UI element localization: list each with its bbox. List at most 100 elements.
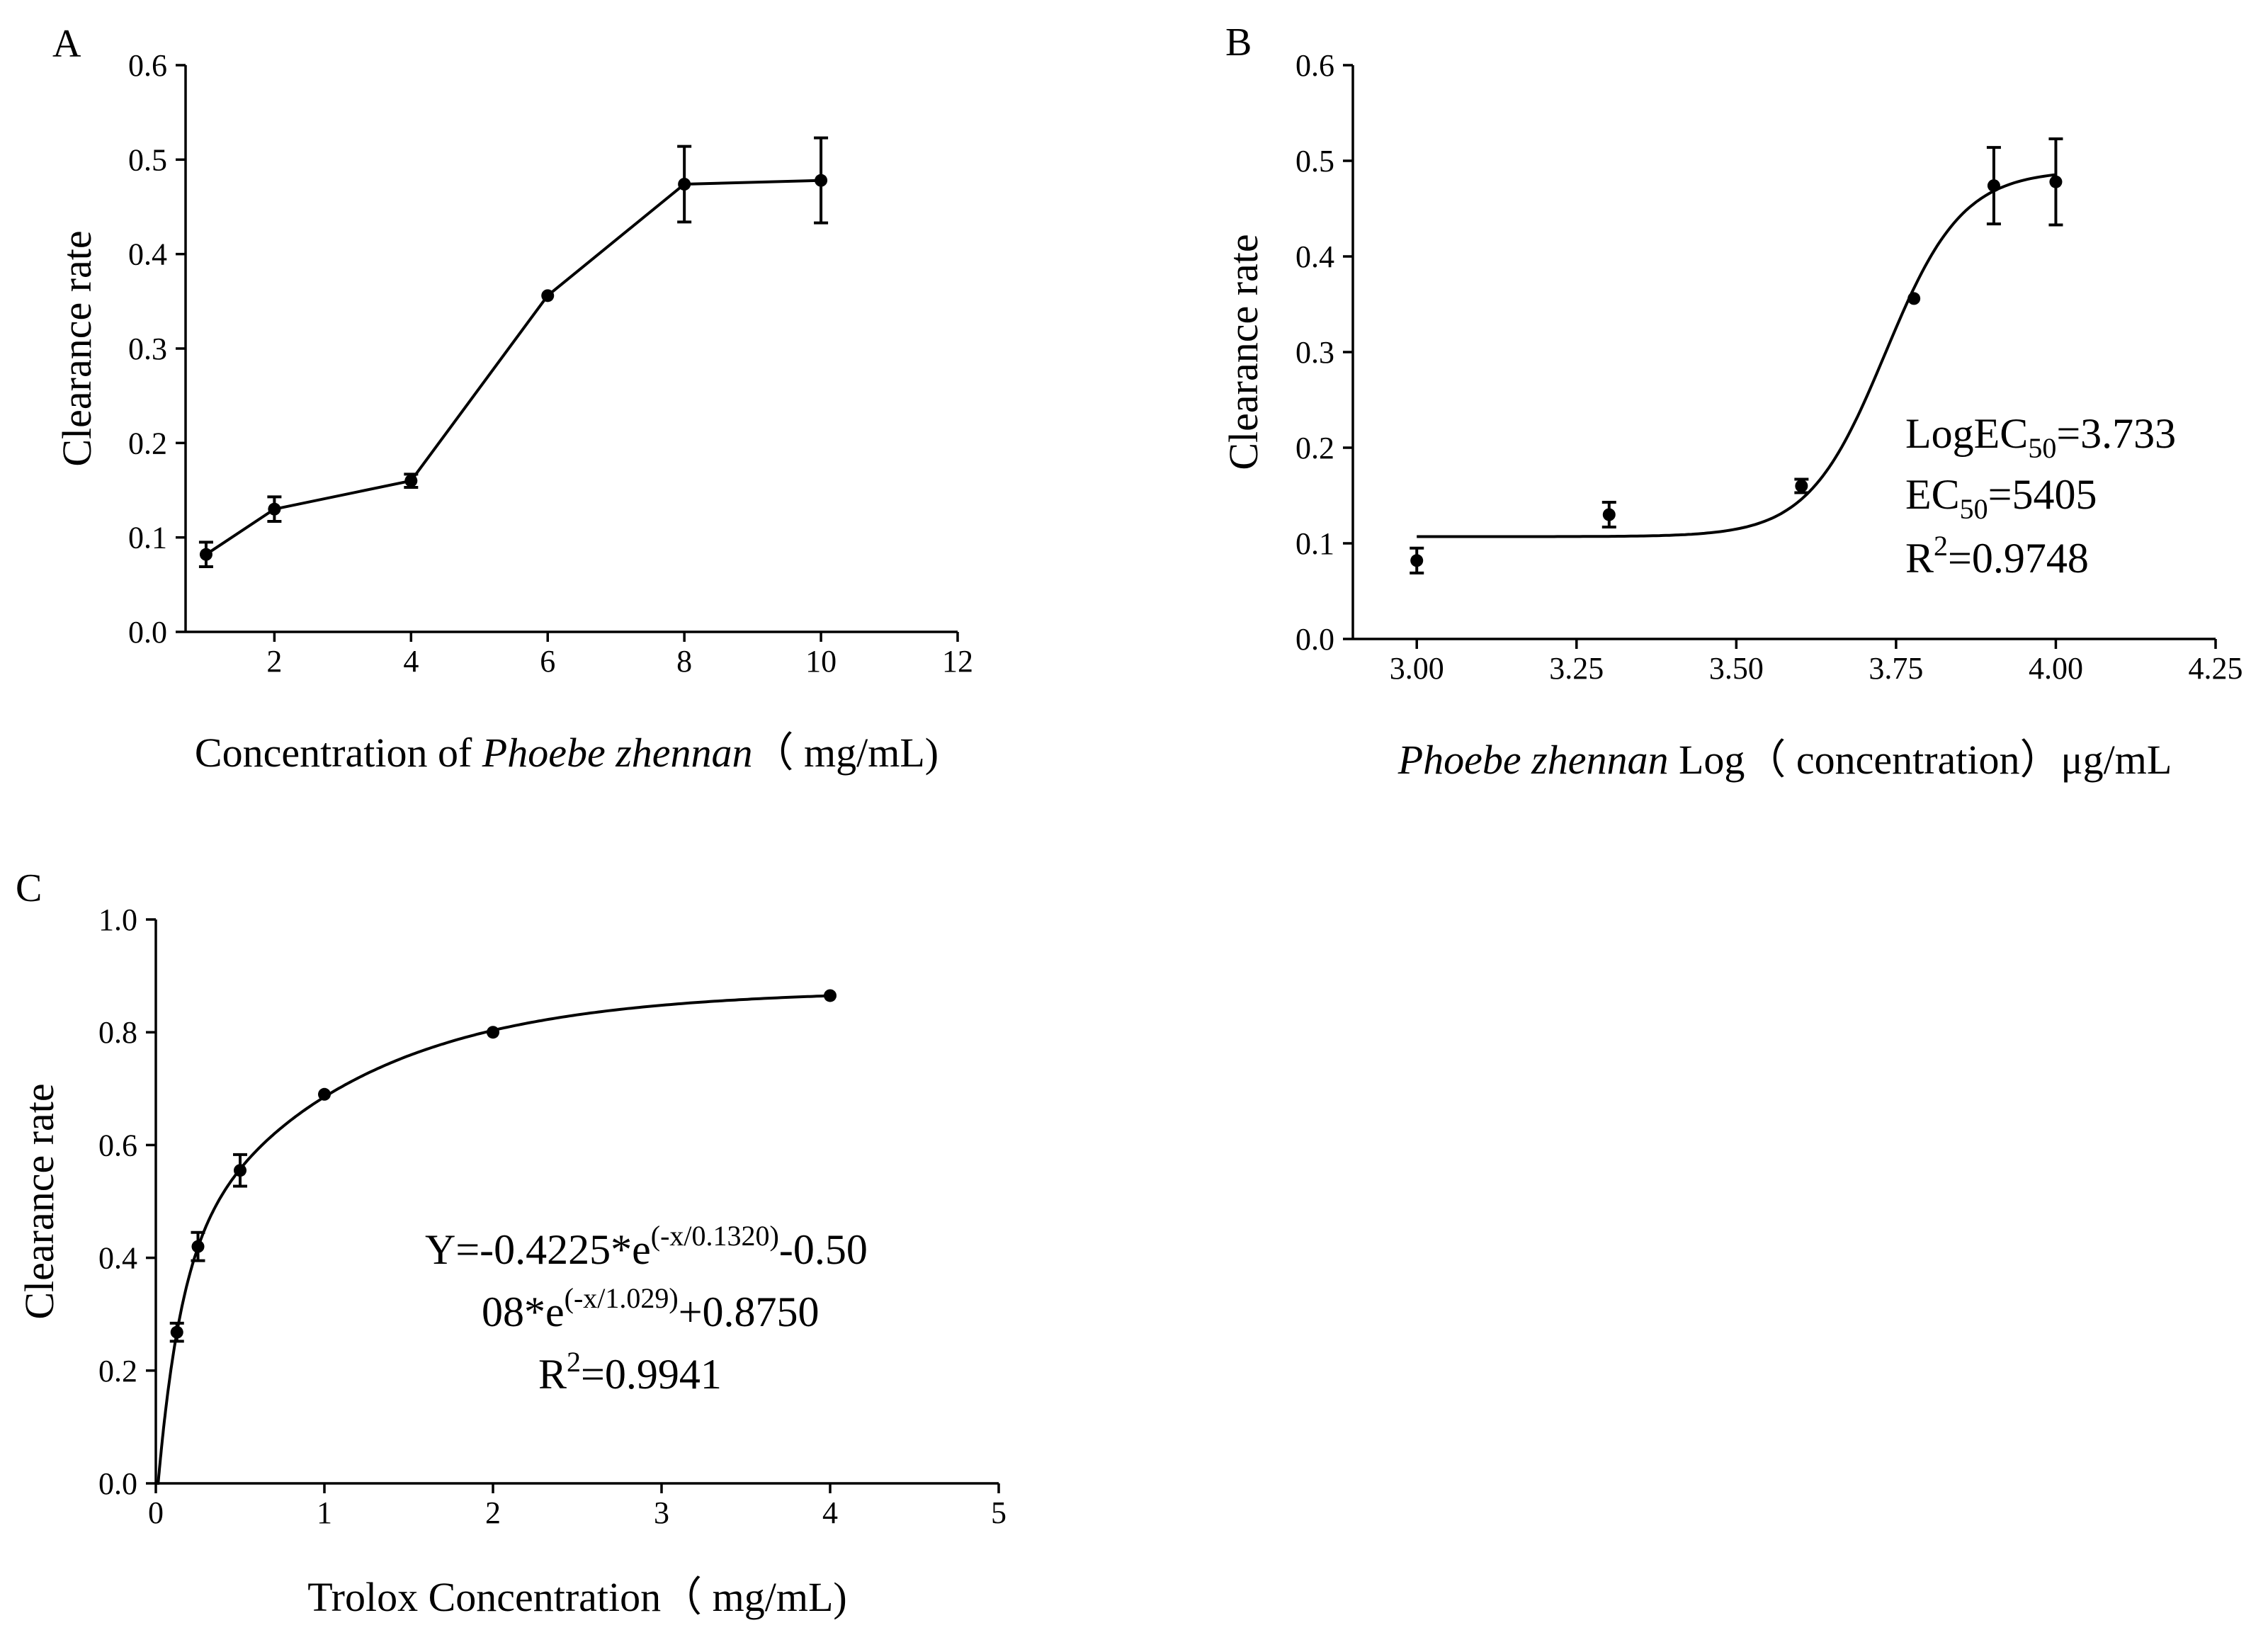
panel-a-x-tick-label: 4	[403, 644, 419, 679]
panel-c-r2-pre: R	[538, 1351, 567, 1398]
panel-b-y-ticks: 0.0 0.1 0.2 0.3 0.4 0.5 0.6	[1295, 48, 1353, 657]
panel-c-x-label: Trolox Concentration（ mg/mL)	[307, 1574, 846, 1620]
panel-c-x-tick-label: 2	[485, 1495, 501, 1530]
panel-c-data-point	[170, 1325, 183, 1339]
panel-a-data-point	[268, 502, 281, 516]
panel-c: C 0.0 0.2 0.4 0.6 0.8 1.0 0 1 2 3 4 5 Trolox Conce…	[16, 866, 1007, 1620]
panel-b-data-point	[1602, 508, 1616, 521]
panel-b-logec50-post: =3.733	[2056, 410, 2176, 457]
panel-a-data-point	[199, 548, 212, 561]
panel-c-x-tick-label: 0	[148, 1495, 164, 1530]
panel-c-y-tick-label: 0.2	[98, 1354, 137, 1388]
panel-c-y-ticks: 0.0 0.2 0.4 0.6 0.8 1.0	[98, 902, 156, 1501]
panel-b-x-label-species: Phoebe zhennan	[1397, 737, 1669, 783]
panel-c-letter: C	[16, 866, 42, 910]
panel-a-error-bars	[198, 136, 829, 568]
panel-c-equation-line2: 08*e(-x/1.029)+0.8750	[482, 1282, 820, 1335]
panel-b-y-tick-label: 0.3	[1295, 335, 1334, 370]
panel-c-x-tick-label: 3	[654, 1495, 669, 1530]
panel-b-y-label: Clearance rate	[1220, 234, 1266, 470]
panel-c-points	[170, 989, 837, 1339]
panel-c-data-point	[191, 1240, 205, 1253]
panel-c-r2-text: R2=0.9941	[538, 1346, 722, 1398]
panel-b-points	[1410, 175, 2063, 567]
panel-a-x-tick-label: 10	[805, 644, 837, 679]
panel-c-data-point	[318, 1087, 331, 1101]
panel-b-logec50-sub: 50	[2028, 432, 2056, 464]
panel-b-annotation: LogEC50=3.733 EC50=5405 R2=0.9748	[1905, 410, 2176, 582]
panel-c-r2-sup: 2	[567, 1346, 581, 1378]
panel-a-x-label-part1: Concentration of	[195, 730, 482, 776]
panel-c-y-tick-label: 0.0	[98, 1466, 137, 1501]
panel-b-data-point	[2049, 175, 2063, 188]
panel-c-eq1-sup: (-x/0.1320)	[651, 1220, 779, 1252]
panel-b-data-point	[1907, 292, 1921, 305]
panel-c-y-label: Clearance rate	[16, 1083, 62, 1319]
panel-b-x-tick-label: 3.00	[1390, 651, 1444, 686]
panel-c-annotation: Y=-0.4225*e(-x/0.1320)-0.50 08*e(-x/1.02…	[425, 1220, 868, 1398]
panel-b-y-tick-label: 0.2	[1295, 431, 1334, 465]
panel-b-x-label: Phoebe zhennan Log（ concentration）μg/mL	[1397, 737, 2172, 783]
panel-c-y-tick-label: 0.4	[98, 1241, 137, 1276]
panel-c-data-point	[234, 1164, 246, 1177]
panel-b-ec50-text: EC50=5405	[1905, 471, 2097, 525]
panel-c-eq2-pre: 08*e	[482, 1289, 565, 1335]
panel-b-logec50-text: LogEC50=3.733	[1905, 410, 2176, 464]
panel-b-data-point	[1795, 480, 1808, 492]
panel-a-y-ticks: 0.0 0.1 0.2 0.3 0.4 0.5 0.6	[128, 48, 186, 650]
panel-c-y-tick-label: 0.6	[98, 1128, 137, 1162]
panel-c-data-point	[824, 989, 837, 1002]
panel-b-x-tick-label: 3.25	[1549, 651, 1604, 686]
panel-b-ec50-pre: EC	[1905, 471, 1960, 518]
panel-a-y-tick-label: 0.5	[128, 142, 167, 177]
panel-b-x-tick-label: 3.50	[1709, 651, 1764, 686]
panel-b: B 0.0 0.1 0.2 0.3 0.4 0.5 0.6 3.00 3.25 3.50 3.75…	[1220, 21, 2243, 783]
panel-c-x-tick-label: 5	[991, 1495, 1007, 1530]
panel-a-data-point	[541, 289, 555, 302]
panel-c-eq2-sup: (-x/1.029)	[565, 1282, 679, 1314]
panel-a-y-tick-label: 0.2	[128, 426, 167, 460]
panel-a-points	[199, 174, 828, 561]
panel-b-x-tick-label: 3.75	[1869, 651, 1923, 686]
panel-a: A 0.0 0.1 0.2 0.3 0.4 0.5 0.6 2 4 6 8 10 12 Concent…	[52, 22, 973, 776]
panel-c-x-tick-label: 4	[822, 1495, 838, 1530]
panel-b-ec50-post: =5405	[1988, 471, 2097, 518]
panel-a-x-label: Concentration of Phoebe zhennan（ mg/mL)	[195, 730, 939, 776]
panel-a-x-label-species: Phoebe zhennan	[482, 730, 753, 776]
panel-b-data-point	[1410, 554, 1424, 567]
panel-a-y-tick-label: 0.3	[128, 332, 167, 366]
panel-b-fit-curve	[1417, 173, 2056, 538]
panel-b-y-tick-label: 0.4	[1295, 239, 1334, 274]
panel-b-r2-pre: R	[1905, 535, 1934, 582]
panel-c-y-tick-label: 0.8	[98, 1015, 137, 1050]
panel-b-x-tick-label: 4.25	[2189, 651, 2243, 686]
panel-a-data-point	[678, 178, 691, 191]
panel-a-y-tick-label: 0.0	[128, 615, 167, 650]
panel-b-logec50-pre: LogEC	[1905, 410, 2028, 457]
panel-c-x-tick-label: 1	[317, 1495, 332, 1530]
panel-b-x-label-rest: Log（ concentration）μg/mL	[1668, 737, 2172, 783]
panel-a-y-tick-label: 0.4	[128, 237, 167, 272]
panel-a-x-label-unit: （ mg/mL)	[753, 730, 939, 776]
panel-b-data-point	[1987, 179, 2000, 193]
panel-b-x-tick-label: 4.00	[2029, 651, 2083, 686]
panel-c-equation-line1: Y=-0.4225*e(-x/0.1320)-0.50	[425, 1220, 868, 1273]
panel-b-r2-sup: 2	[1934, 530, 1948, 562]
panel-a-series-line	[205, 179, 822, 556]
panel-a-data-point	[815, 174, 828, 187]
panel-a-x-tick-label: 6	[540, 644, 555, 679]
panel-a-y-tick-label: 0.1	[128, 521, 167, 555]
panel-c-y-tick-label: 1.0	[98, 902, 137, 937]
panel-b-ec50-sub: 50	[1960, 493, 1988, 525]
panel-b-x-ticks: 3.00 3.25 3.50 3.75 4.00 4.25	[1390, 639, 2243, 686]
panel-b-letter: B	[1225, 21, 1252, 64]
panel-c-eq1-pre: Y=-0.4225*e	[425, 1226, 651, 1273]
panel-b-y-tick-label: 0.5	[1295, 144, 1334, 179]
panel-b-r2-text: R2=0.9748	[1905, 530, 2089, 582]
panel-c-r2-post: =0.9941	[581, 1351, 722, 1398]
panel-a-y-label: Clearance rate	[54, 230, 100, 466]
panel-a-letter: A	[52, 22, 81, 66]
panel-b-r2-post: =0.9748	[1948, 535, 2089, 582]
panel-c-data-point	[487, 1026, 499, 1039]
